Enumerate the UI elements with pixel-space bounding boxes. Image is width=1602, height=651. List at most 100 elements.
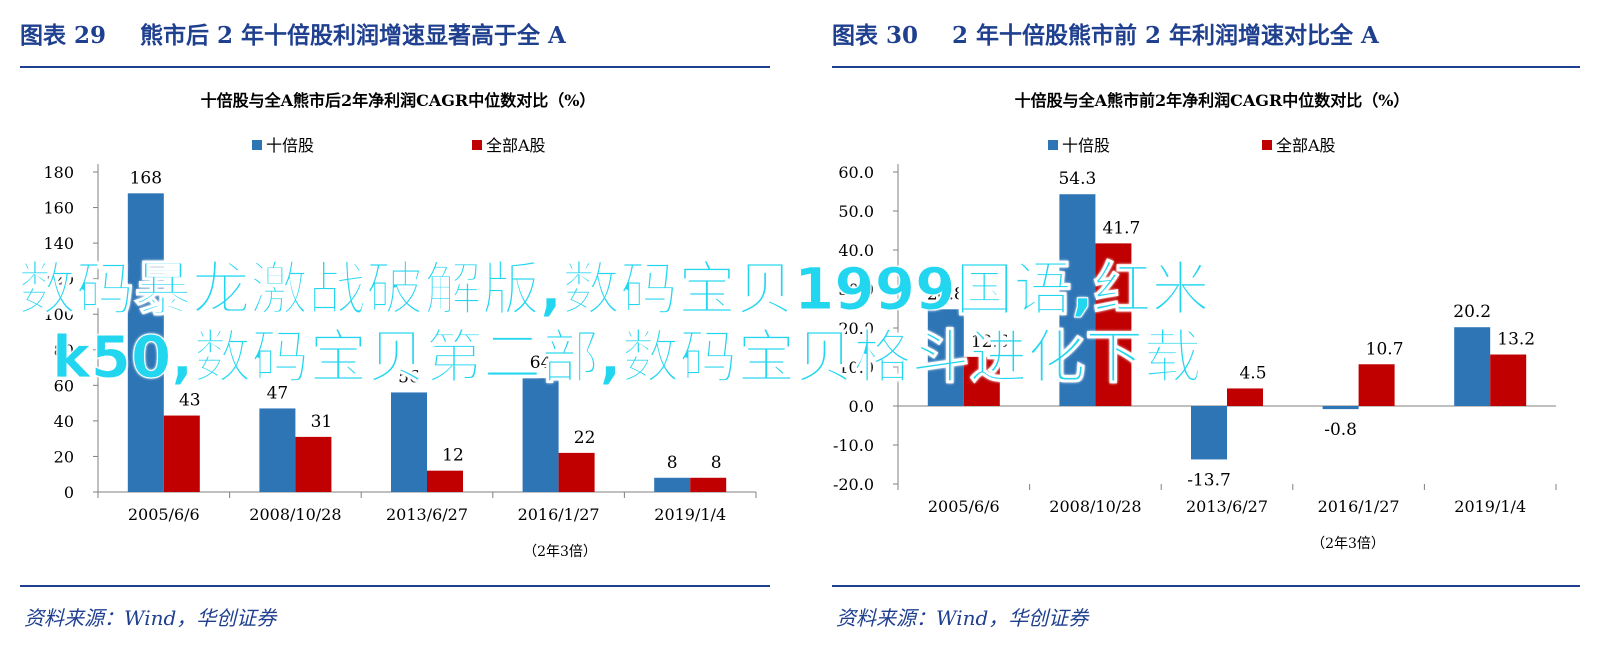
- y-tick-label: 180: [43, 163, 74, 182]
- x-tick-label: 2008/10/28: [1049, 497, 1141, 516]
- chart-note: （2年3倍）: [523, 544, 597, 560]
- x-tick-label: 2019/1/4: [1454, 497, 1526, 516]
- bar: [1454, 327, 1491, 406]
- legend-swatch: [472, 140, 482, 150]
- data-label: 31: [311, 412, 333, 432]
- x-tick-label: 2005/6/6: [128, 505, 200, 524]
- bar: [1322, 406, 1359, 410]
- y-tick-label: 40: [54, 412, 74, 431]
- data-label: 8: [711, 453, 722, 473]
- y-tick-label: 0.0: [849, 397, 874, 416]
- y-tick-label: 140: [43, 234, 74, 253]
- figure-title: 图表 30 2 年十倍股熊市前 2 年利润增速对比全 A: [832, 16, 1379, 50]
- top-divider: [832, 66, 1580, 68]
- legend-swatch: [1262, 140, 1272, 150]
- data-label: 54.3: [1058, 169, 1096, 189]
- bar: [963, 356, 1000, 406]
- figure-caption: 2 年十倍股熊市前 2 年利润增速对比全 A: [952, 22, 1379, 49]
- data-label: -0.8: [1324, 420, 1357, 440]
- bottom-divider: [832, 585, 1580, 587]
- data-label: 10.7: [1366, 339, 1404, 359]
- bar: [295, 436, 332, 492]
- data-label: 20.2: [1453, 302, 1491, 322]
- y-tick-label: 10.0: [838, 358, 874, 377]
- overlay-watermark-text: 数码暴龙激战破解版,数码宝贝1999国语,红米 k50,数码宝贝第二部,数码宝贝…: [18, 255, 1378, 392]
- bottom-divider: [20, 585, 770, 587]
- figure-number: 图表 29: [20, 22, 107, 49]
- y-tick-label: 50.0: [838, 202, 874, 221]
- data-label: 168: [130, 168, 162, 188]
- legend-label: 十倍股: [1062, 136, 1110, 155]
- y-tick-label: 20.0: [838, 319, 874, 338]
- overlay-line-1: 数码暴龙激战破解版,数码宝贝1999国语,红米: [18, 255, 1210, 324]
- bar: [522, 378, 559, 492]
- data-label: 13.2: [1497, 330, 1535, 350]
- bar: [127, 193, 164, 492]
- bar: [427, 470, 463, 492]
- figure-panel-right: 图表 30 2 年十倍股熊市前 2 年利润增速对比全 A 十倍股与全A熊市前2年净…: [812, 0, 1602, 651]
- data-label: 43: [179, 391, 201, 411]
- bar: [654, 477, 691, 492]
- chart-title: 十倍股与全A熊市后2年净利润CAGR中位数对比（%）: [201, 91, 596, 110]
- legend-swatch: [1048, 140, 1058, 150]
- source-note: 资料来源：Wind，华创证券: [24, 606, 277, 630]
- overlay-line-2: k50,数码宝贝第二部,数码宝贝格斗进化下载: [52, 323, 1202, 392]
- data-label: 24.8: [927, 284, 965, 304]
- figure-caption: 熊市后 2 年十倍股利润增速显著高于全 A: [140, 22, 566, 49]
- bar: [927, 309, 964, 406]
- y-tick-label: 40.0: [838, 241, 874, 260]
- data-label: 56: [398, 367, 420, 387]
- data-label: -13.7: [1187, 470, 1231, 490]
- y-tick-label: 0: [64, 483, 74, 502]
- y-tick-label: 100: [43, 305, 74, 324]
- bar: [558, 452, 595, 492]
- bar: [1227, 388, 1263, 406]
- y-tick-label: 120: [43, 270, 74, 289]
- bar: [259, 408, 296, 492]
- bar: [1358, 364, 1395, 406]
- top-divider: [20, 66, 770, 68]
- legend-label: 全部A股: [486, 136, 546, 155]
- bar: [391, 392, 427, 492]
- data-label: 4.5: [1239, 363, 1266, 383]
- y-tick-label: 20: [54, 447, 74, 466]
- bar: [690, 477, 727, 492]
- y-tick-label: -20.0: [833, 475, 874, 494]
- chart-title: 十倍股与全A熊市前2年净利润CAGR中位数对比（%）: [1015, 91, 1410, 110]
- data-label: 47: [267, 383, 289, 403]
- x-tick-label: 2008/10/28: [249, 505, 341, 524]
- legend-swatch: [252, 140, 262, 150]
- chart-note: （2年3倍）: [1311, 536, 1385, 552]
- y-tick-label: 30.0: [838, 280, 874, 299]
- bar: [1191, 406, 1227, 460]
- legend-label: 十倍股: [266, 136, 314, 155]
- x-tick-label: 2005/6/6: [928, 497, 1000, 516]
- bar: [1490, 354, 1527, 406]
- data-label: 12: [442, 446, 464, 466]
- data-label: 64: [530, 353, 552, 373]
- data-label: 41.7: [1102, 218, 1140, 238]
- x-tick-label: 2016/1/27: [518, 505, 600, 524]
- x-tick-label: 2016/1/27: [1318, 497, 1400, 516]
- y-tick-label: 80: [54, 341, 74, 360]
- figure-number: 图表 30: [832, 22, 919, 49]
- data-label: 12.6: [971, 332, 1009, 352]
- chart-left: 十倍股与全A熊市后2年净利润CAGR中位数对比（%） 十倍股 全部A股 0 20 40 60…: [43, 91, 757, 560]
- bar: [1059, 194, 1096, 406]
- source-note: 资料来源：Wind，华创证券: [836, 606, 1089, 630]
- x-tick-label: 2013/6/27: [386, 505, 468, 524]
- data-label: 8: [667, 453, 678, 473]
- x-tick-label: 2013/6/27: [1186, 497, 1268, 516]
- x-tick-label: 2019/1/4: [654, 505, 726, 524]
- data-label: 22: [574, 428, 596, 448]
- y-tick-label: -10.0: [833, 436, 874, 455]
- legend-label: 全部A股: [1276, 136, 1336, 155]
- y-tick-label: 60: [54, 376, 74, 395]
- figure-panel-left: 图表 29 熊市后 2 年十倍股利润增速显著高于全 A 十倍股与全A熊市后2年净利…: [0, 0, 780, 651]
- bar: [163, 415, 200, 492]
- y-tick-label: 60.0: [838, 163, 874, 182]
- chart-right: 十倍股与全A熊市前2年净利润CAGR中位数对比（%） 十倍股 全部A股 -20.0 -1…: [833, 91, 1557, 552]
- y-tick-label: 160: [43, 199, 74, 218]
- bar: [1095, 243, 1132, 406]
- figure-title: 图表 29 熊市后 2 年十倍股利润增速显著高于全 A: [20, 16, 566, 50]
